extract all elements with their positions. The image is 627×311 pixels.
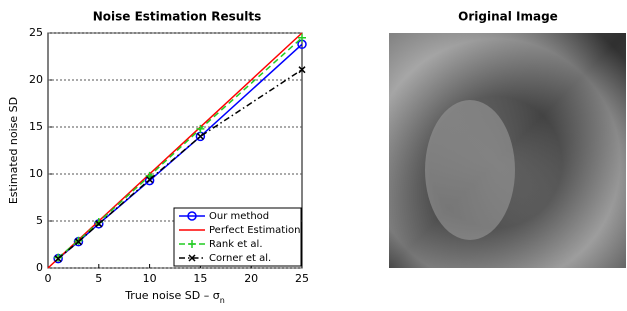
legend-label: Corner et al.	[209, 253, 271, 264]
legend-label: Our method	[209, 211, 269, 222]
y-tick-label: 10	[29, 167, 43, 180]
y-tick-label: 5	[36, 214, 43, 227]
image	[389, 33, 626, 268]
x-tick-label: 20	[244, 272, 258, 285]
x-tick-label: 15	[193, 272, 207, 285]
x-tick-label: 25	[295, 272, 309, 285]
y-tick-label: 15	[29, 120, 43, 133]
legend-label: Perfect Estimation	[209, 225, 300, 236]
y-tick-label: 25	[29, 26, 43, 39]
image-face	[425, 100, 515, 240]
x-label-text: True noise SD – σ	[124, 289, 220, 302]
x-tick-label: 0	[45, 272, 52, 285]
image-title: Original Image	[458, 10, 558, 24]
x-tick-label: 5	[95, 272, 102, 285]
y-tick-label: 0	[36, 261, 43, 274]
x-axis-label: True noise SD – σn	[124, 289, 225, 305]
screen: Noise Estimation Results Original Image …	[0, 0, 627, 307]
x-tick-label: 10	[143, 272, 157, 285]
chart-title: Noise Estimation Results	[93, 10, 262, 24]
y-axis-label: Estimated noise SD	[7, 97, 20, 204]
legend-label: Rank et al.	[209, 239, 263, 250]
y-tick-label: 20	[29, 73, 43, 86]
x-label-subscript: n	[220, 296, 225, 305]
